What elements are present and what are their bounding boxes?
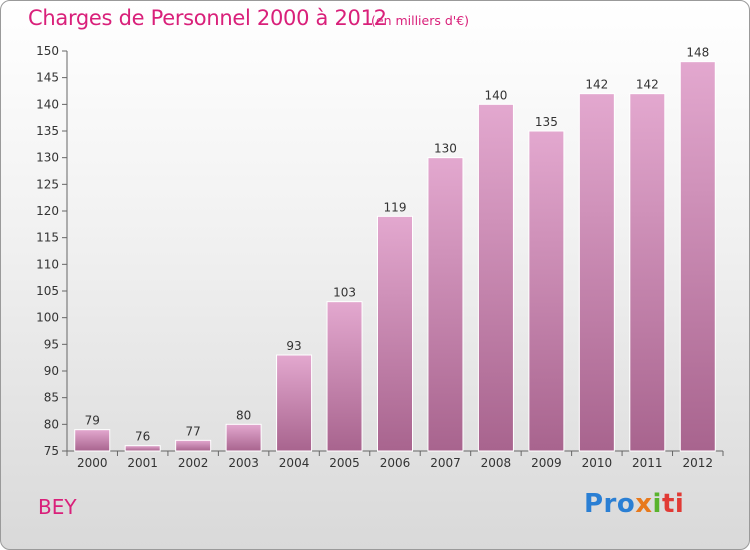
bar [377, 215, 413, 452]
x-tick-label: 2003 [228, 456, 259, 470]
data-label: 93 [286, 339, 301, 353]
data-label: 79 [85, 414, 100, 428]
logo-part-3: i [652, 489, 662, 519]
chart-title: Charges de Personnel 2000 à 2012 [28, 6, 387, 30]
data-label: 148 [686, 46, 709, 60]
y-tick-label: 140 [36, 97, 59, 111]
logo-part-2: x [635, 489, 653, 519]
y-tick-label: 90 [44, 364, 59, 378]
bar [225, 423, 262, 452]
y-tick-label: 125 [36, 177, 59, 191]
y-tick-label: 130 [36, 151, 59, 165]
y-tick-label: 120 [36, 204, 59, 218]
data-label: 142 [636, 78, 659, 92]
y-tick-label: 135 [36, 124, 59, 138]
data-label: 119 [384, 200, 407, 214]
y-tick-label: 150 [36, 44, 59, 58]
place-name: BEY [38, 495, 77, 519]
chart-subtitle: (en milliers d'€) [371, 13, 470, 28]
x-tick-label: 2004 [279, 456, 310, 470]
bar [528, 130, 565, 452]
bar [124, 445, 161, 452]
x-tick-label: 2007 [430, 456, 461, 470]
y-tick-label: 115 [36, 231, 59, 245]
logo-part-1: Pro [584, 489, 636, 519]
x-tick-label: 2009 [531, 456, 562, 470]
bar [74, 429, 111, 452]
y-tick-label: 105 [36, 284, 59, 298]
bar [427, 157, 464, 452]
data-label: 142 [585, 78, 608, 92]
y-tick-label: 110 [36, 257, 59, 271]
x-tick-label: 2005 [329, 456, 360, 470]
data-label: 80 [236, 408, 251, 422]
bar [578, 93, 615, 452]
data-label: 103 [333, 286, 356, 300]
proxiti-logo[interactable]: Proxiti [584, 489, 684, 519]
bar [477, 103, 514, 452]
y-tick-label: 145 [36, 71, 59, 85]
x-tick-label: 2002 [178, 456, 209, 470]
bar [276, 354, 313, 452]
y-tick-label: 95 [44, 337, 59, 351]
logo-part-4: ti [661, 489, 685, 519]
data-label: 77 [186, 424, 201, 438]
x-tick-label: 2010 [582, 456, 613, 470]
bar [326, 301, 363, 452]
bar [175, 439, 212, 452]
y-tick-label: 75 [44, 444, 59, 458]
x-tick-label: 2006 [380, 456, 411, 470]
data-label: 130 [434, 142, 457, 156]
x-tick-label: 2012 [682, 456, 713, 470]
x-tick-label: 2011 [632, 456, 663, 470]
data-label: 76 [135, 430, 150, 444]
data-label: 140 [484, 88, 507, 102]
x-tick-label: 2000 [77, 456, 108, 470]
data-label: 135 [535, 115, 558, 129]
x-tick-label: 2001 [127, 456, 158, 470]
bar [679, 61, 716, 452]
y-tick-label: 85 [44, 391, 59, 405]
bar [629, 93, 666, 452]
y-tick-label: 80 [44, 417, 59, 431]
y-tick-label: 100 [36, 311, 59, 325]
x-tick-label: 2008 [481, 456, 512, 470]
